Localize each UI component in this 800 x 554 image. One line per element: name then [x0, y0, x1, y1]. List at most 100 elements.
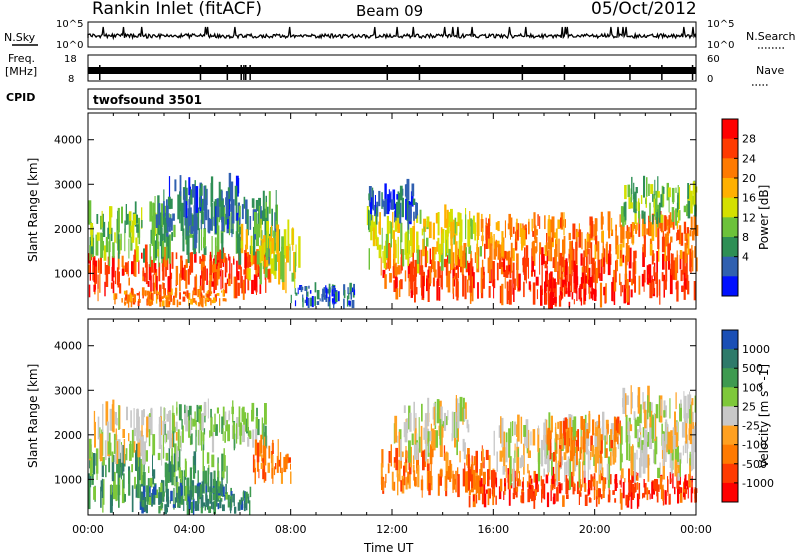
scatter-echo — [528, 281, 531, 290]
scatter-echo — [584, 288, 587, 301]
scatter-echo — [655, 272, 657, 284]
scatter-echo — [207, 467, 210, 493]
scatter-echo — [123, 290, 127, 295]
scatter-echo — [481, 483, 484, 494]
scatter-echo — [126, 213, 129, 225]
scatter-echo — [632, 392, 633, 409]
scatter-echo — [594, 273, 597, 300]
scatter-echo — [634, 250, 637, 259]
scatter-echo — [689, 391, 691, 409]
scatter-echo — [177, 486, 181, 499]
scatter-echo — [141, 414, 143, 437]
scatter-echo — [208, 217, 211, 234]
scatter-echo — [174, 443, 177, 472]
scatter-echo — [152, 293, 154, 301]
scatter-echo — [635, 261, 637, 274]
scatter-echo — [252, 454, 255, 473]
scatter-echo — [375, 235, 378, 247]
scatter-echo — [203, 401, 207, 416]
scatter-echo — [644, 422, 646, 438]
scatter-echo — [248, 430, 252, 439]
x-tick-label: 00:00 — [680, 523, 712, 536]
scatter-echo — [497, 244, 501, 260]
scatter-echo — [546, 274, 548, 285]
scatter-echo — [182, 228, 185, 252]
scatter-echo — [158, 416, 162, 436]
scatter-echo — [658, 240, 660, 262]
scatter-echo — [140, 436, 143, 457]
scatter-echo — [409, 227, 413, 246]
scatter-echo — [118, 405, 120, 430]
scatter-echo — [614, 430, 617, 442]
scatter-echo — [679, 255, 682, 270]
scatter-echo — [546, 492, 550, 508]
scatter-echo — [267, 462, 270, 473]
scatter-echo — [158, 291, 161, 296]
scatter-echo — [546, 265, 548, 275]
scatter-echo — [516, 223, 519, 241]
scatter-echo — [650, 402, 653, 413]
scatter-echo — [662, 459, 665, 480]
scatter-echo — [428, 472, 431, 496]
scatter-echo — [190, 501, 193, 514]
scatter-echo — [569, 272, 571, 285]
scatter-echo — [209, 491, 212, 501]
scatter-echo — [583, 266, 586, 291]
scatter-echo — [385, 233, 389, 259]
scatter-echo — [410, 191, 414, 207]
scatter-echo — [676, 232, 678, 241]
scatter-echo — [183, 291, 186, 295]
scatter-echo — [196, 404, 199, 422]
scatter-echo — [420, 479, 424, 491]
scatter-echo — [225, 191, 229, 218]
scatter-echo — [568, 253, 571, 261]
scatter-echo — [95, 453, 97, 466]
scatter-echo — [137, 452, 140, 473]
scatter-echo — [205, 489, 207, 498]
scatter-echo — [657, 227, 660, 250]
scatter-echo — [108, 447, 111, 473]
scatter-echo — [383, 245, 386, 269]
scatter-echo — [428, 471, 432, 484]
scatter-echo — [426, 216, 430, 228]
scatter-echo — [410, 263, 412, 289]
scatter-echo — [150, 259, 154, 273]
scatter-echo — [551, 466, 555, 484]
scatter-echo — [510, 217, 513, 237]
scatter-echo — [512, 492, 515, 500]
scatter-echo — [408, 473, 411, 489]
scatter-echo — [141, 207, 143, 229]
scatter-echo — [571, 441, 573, 460]
scatter-echo — [225, 492, 228, 500]
scatter-echo — [593, 454, 595, 466]
scatter-echo — [240, 428, 242, 436]
scatter-echo — [647, 454, 650, 482]
scatter-echo — [307, 297, 310, 308]
scatter-echo — [651, 275, 653, 283]
scatter-echo — [426, 278, 428, 292]
scatter-echo — [129, 292, 132, 301]
scatter-echo — [499, 253, 502, 269]
scatter-echo — [398, 459, 401, 482]
scatter-echo — [403, 465, 406, 486]
velocity-ylabel: Slant Range [km] — [26, 364, 40, 468]
scatter-echo — [372, 190, 374, 211]
scatter-echo — [521, 229, 523, 251]
scatter-echo — [682, 251, 685, 275]
scatter-echo — [117, 252, 120, 270]
scatter-echo — [105, 464, 107, 478]
scatter-echo — [606, 463, 609, 480]
scatter-echo — [679, 403, 682, 422]
scatter-echo — [165, 299, 169, 308]
scatter-echo — [133, 254, 135, 276]
y-tick-label: 3000 — [54, 384, 82, 397]
scatter-echo — [455, 395, 457, 422]
scatter-echo — [278, 459, 281, 467]
scatter-echo — [541, 479, 545, 494]
scatter-echo — [401, 197, 404, 218]
scatter-echo — [162, 266, 165, 281]
colorbar-tick-label: -1000 — [742, 477, 774, 490]
scatter-echo — [619, 488, 622, 504]
colorbar-swatch — [722, 330, 738, 350]
scatter-echo — [471, 474, 473, 489]
